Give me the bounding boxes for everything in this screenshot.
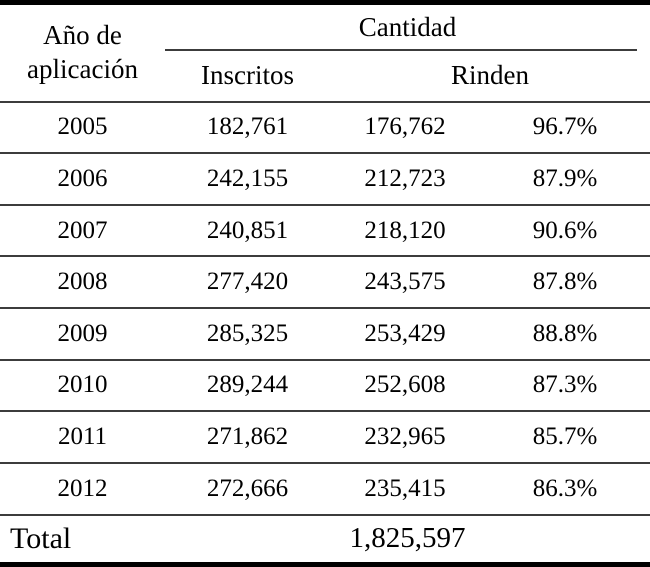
total-label: Total bbox=[10, 521, 72, 555]
year-value: 2008 bbox=[0, 256, 165, 309]
rinden-value: 235,415 bbox=[330, 462, 480, 516]
rinden-percent: 87.9% bbox=[480, 153, 650, 206]
inscritos-value: 289,244 bbox=[165, 359, 330, 413]
header-group-row: Año de aplicación Cantidad bbox=[0, 2, 650, 103]
table-footer: Total 1,825,597 bbox=[0, 515, 650, 565]
year-value: 2007 bbox=[0, 204, 165, 258]
year-value: 2012 bbox=[0, 462, 165, 516]
table-row: 2008 277,420 243,575 87.8% bbox=[0, 256, 650, 309]
year-value: 2009 bbox=[0, 308, 165, 361]
table-row: 2011 271,862 232,965 85.7% bbox=[0, 411, 650, 464]
rinden-percent: 86.3% bbox=[480, 462, 650, 516]
rinden-percent: 85.7% bbox=[480, 411, 650, 464]
rinden-value: 232,965 bbox=[330, 411, 480, 464]
rinden-value: 253,429 bbox=[330, 308, 480, 361]
inscritos-value: 242,155 bbox=[165, 153, 330, 206]
year-value: 2010 bbox=[0, 359, 165, 413]
column-header-inscritos: Inscritos bbox=[165, 50, 330, 103]
header-sub-row: Inscritos Rinden bbox=[0, 50, 650, 103]
year-value: 2011 bbox=[0, 411, 165, 464]
rinden-percent: 96.7% bbox=[480, 101, 650, 155]
total-row: Total 1,825,597 bbox=[0, 515, 650, 565]
rinden-percent: 87.3% bbox=[480, 359, 650, 413]
total-value: 1,825,597 bbox=[349, 522, 466, 555]
table-row: 2007 240,851 218,120 90.6% bbox=[0, 204, 650, 258]
rinden-percent: 87.8% bbox=[480, 256, 650, 309]
year-value: 2005 bbox=[0, 101, 165, 155]
column-header-rinden: Rinden bbox=[330, 50, 650, 103]
table-row: 2009 285,325 253,429 88.8% bbox=[0, 308, 650, 361]
rinden-value: 176,762 bbox=[330, 101, 480, 155]
table-row: 2005 182,761 176,762 96.7% bbox=[0, 101, 650, 155]
rinden-value: 252,608 bbox=[330, 359, 480, 413]
column-group-header-cantidad: Cantidad bbox=[165, 3, 650, 51]
table-body: 2005 182,761 176,762 96.7% 2006 242,155 … bbox=[0, 101, 650, 516]
inscritos-value: 271,862 bbox=[165, 411, 330, 464]
rinden-value: 218,120 bbox=[330, 204, 480, 258]
table-row: 2010 289,244 252,608 87.3% bbox=[0, 359, 650, 413]
inscritos-value: 285,325 bbox=[165, 308, 330, 361]
rinden-value: 212,723 bbox=[330, 153, 480, 206]
table-row: 2012 272,666 235,415 86.3% bbox=[0, 462, 650, 516]
year-value: 2006 bbox=[0, 153, 165, 206]
rinden-percent: 88.8% bbox=[480, 308, 650, 361]
rinden-value: 243,575 bbox=[330, 256, 480, 309]
rinden-percent: 90.6% bbox=[480, 204, 650, 258]
inscritos-value: 277,420 bbox=[165, 256, 330, 309]
inscritos-value: 240,851 bbox=[165, 204, 330, 258]
table-header: Año de aplicación Cantidad Inscritos Rin… bbox=[0, 2, 650, 103]
column-header-year: Año de aplicación bbox=[0, 2, 165, 103]
inscritos-value: 272,666 bbox=[165, 462, 330, 516]
table-row: 2006 242,155 212,723 87.9% bbox=[0, 153, 650, 206]
inscritos-value: 182,761 bbox=[165, 101, 330, 155]
